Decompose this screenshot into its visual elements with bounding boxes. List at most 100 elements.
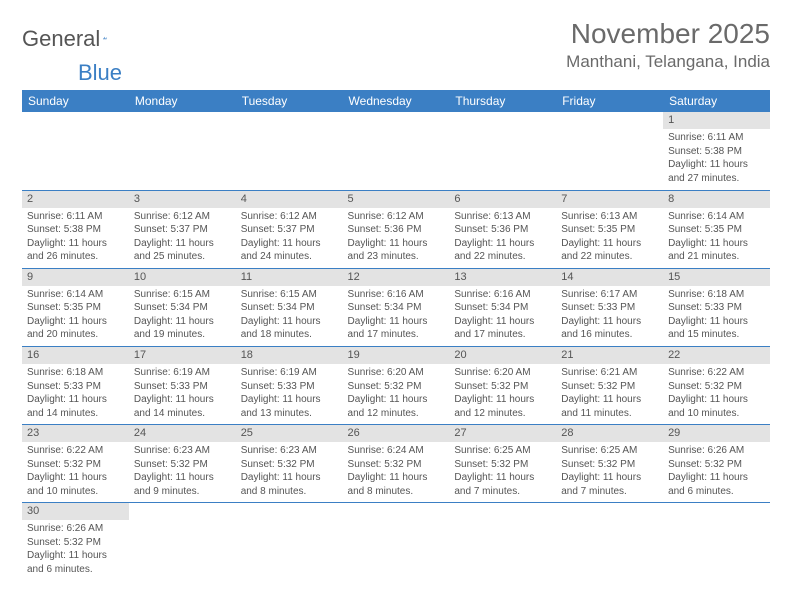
day-details: Sunrise: 6:14 AMSunset: 5:35 PMDaylight:… xyxy=(22,286,129,346)
sunrise-line: Sunrise: 6:12 AM xyxy=(134,210,231,224)
day-cell: 5Sunrise: 6:12 AMSunset: 5:36 PMDaylight… xyxy=(343,190,450,268)
daylight-line: Daylight: 11 hours and 15 minutes. xyxy=(668,315,765,342)
sunrise-line: Sunrise: 6:16 AM xyxy=(348,288,445,302)
sunset-line: Sunset: 5:32 PM xyxy=(134,458,231,472)
sunset-line: Sunset: 5:33 PM xyxy=(241,380,338,394)
empty-cell xyxy=(129,503,236,581)
day-cell: 3Sunrise: 6:12 AMSunset: 5:37 PMDaylight… xyxy=(129,190,236,268)
empty-cell xyxy=(449,112,556,190)
day-number: 23 xyxy=(22,425,129,442)
day-number: 30 xyxy=(22,503,129,520)
day-cell: 4Sunrise: 6:12 AMSunset: 5:37 PMDaylight… xyxy=(236,190,343,268)
logo-sail-icon xyxy=(103,30,107,46)
day-header: Wednesday xyxy=(343,90,450,112)
daylight-line: Daylight: 11 hours and 8 minutes. xyxy=(348,471,445,498)
day-details: Sunrise: 6:20 AMSunset: 5:32 PMDaylight:… xyxy=(343,364,450,424)
day-cell: 22Sunrise: 6:22 AMSunset: 5:32 PMDayligh… xyxy=(663,346,770,424)
day-details: Sunrise: 6:16 AMSunset: 5:34 PMDaylight:… xyxy=(449,286,556,346)
sunrise-line: Sunrise: 6:20 AM xyxy=(348,366,445,380)
day-cell: 28Sunrise: 6:25 AMSunset: 5:32 PMDayligh… xyxy=(556,425,663,503)
sunrise-line: Sunrise: 6:20 AM xyxy=(454,366,551,380)
sunrise-line: Sunrise: 6:22 AM xyxy=(668,366,765,380)
day-details: Sunrise: 6:15 AMSunset: 5:34 PMDaylight:… xyxy=(129,286,236,346)
day-details: Sunrise: 6:12 AMSunset: 5:37 PMDaylight:… xyxy=(129,208,236,268)
sunset-line: Sunset: 5:32 PM xyxy=(27,536,124,550)
day-details: Sunrise: 6:11 AMSunset: 5:38 PMDaylight:… xyxy=(663,129,770,189)
day-cell: 16Sunrise: 6:18 AMSunset: 5:33 PMDayligh… xyxy=(22,346,129,424)
day-details: Sunrise: 6:22 AMSunset: 5:32 PMDaylight:… xyxy=(663,364,770,424)
empty-cell xyxy=(236,112,343,190)
day-header: Tuesday xyxy=(236,90,343,112)
day-number: 6 xyxy=(449,191,556,208)
daylight-line: Daylight: 11 hours and 11 minutes. xyxy=(561,393,658,420)
day-number: 19 xyxy=(343,347,450,364)
day-number: 3 xyxy=(129,191,236,208)
daylight-line: Daylight: 11 hours and 16 minutes. xyxy=(561,315,658,342)
day-cell: 12Sunrise: 6:16 AMSunset: 5:34 PMDayligh… xyxy=(343,268,450,346)
day-details: Sunrise: 6:14 AMSunset: 5:35 PMDaylight:… xyxy=(663,208,770,268)
empty-cell xyxy=(449,503,556,581)
sunset-line: Sunset: 5:32 PM xyxy=(454,380,551,394)
day-number: 15 xyxy=(663,269,770,286)
day-details: Sunrise: 6:23 AMSunset: 5:32 PMDaylight:… xyxy=(129,442,236,502)
day-cell: 2Sunrise: 6:11 AMSunset: 5:38 PMDaylight… xyxy=(22,190,129,268)
daylight-line: Daylight: 11 hours and 25 minutes. xyxy=(134,237,231,264)
daylight-line: Daylight: 11 hours and 27 minutes. xyxy=(668,158,765,185)
sunrise-line: Sunrise: 6:13 AM xyxy=(454,210,551,224)
day-details: Sunrise: 6:24 AMSunset: 5:32 PMDaylight:… xyxy=(343,442,450,502)
logo: General xyxy=(22,18,125,52)
sunrise-line: Sunrise: 6:26 AM xyxy=(27,522,124,536)
sunset-line: Sunset: 5:37 PM xyxy=(241,223,338,237)
daylight-line: Daylight: 11 hours and 17 minutes. xyxy=(348,315,445,342)
day-number: 26 xyxy=(343,425,450,442)
sunset-line: Sunset: 5:35 PM xyxy=(668,223,765,237)
day-number: 27 xyxy=(449,425,556,442)
day-details: Sunrise: 6:18 AMSunset: 5:33 PMDaylight:… xyxy=(663,286,770,346)
daylight-line: Daylight: 11 hours and 9 minutes. xyxy=(134,471,231,498)
day-header: Thursday xyxy=(449,90,556,112)
day-number: 5 xyxy=(343,191,450,208)
sunset-line: Sunset: 5:32 PM xyxy=(241,458,338,472)
daylight-line: Daylight: 11 hours and 26 minutes. xyxy=(27,237,124,264)
sunrise-line: Sunrise: 6:15 AM xyxy=(241,288,338,302)
sunrise-line: Sunrise: 6:12 AM xyxy=(241,210,338,224)
day-cell: 19Sunrise: 6:20 AMSunset: 5:32 PMDayligh… xyxy=(343,346,450,424)
day-cell: 9Sunrise: 6:14 AMSunset: 5:35 PMDaylight… xyxy=(22,268,129,346)
sunset-line: Sunset: 5:32 PM xyxy=(348,380,445,394)
day-cell: 13Sunrise: 6:16 AMSunset: 5:34 PMDayligh… xyxy=(449,268,556,346)
day-number: 13 xyxy=(449,269,556,286)
day-details: Sunrise: 6:12 AMSunset: 5:37 PMDaylight:… xyxy=(236,208,343,268)
day-number: 18 xyxy=(236,347,343,364)
day-cell: 17Sunrise: 6:19 AMSunset: 5:33 PMDayligh… xyxy=(129,346,236,424)
sunrise-line: Sunrise: 6:19 AM xyxy=(134,366,231,380)
sunset-line: Sunset: 5:36 PM xyxy=(348,223,445,237)
day-details: Sunrise: 6:19 AMSunset: 5:33 PMDaylight:… xyxy=(236,364,343,424)
day-details: Sunrise: 6:23 AMSunset: 5:32 PMDaylight:… xyxy=(236,442,343,502)
sunrise-line: Sunrise: 6:11 AM xyxy=(27,210,124,224)
sunrise-line: Sunrise: 6:14 AM xyxy=(668,210,765,224)
day-number: 25 xyxy=(236,425,343,442)
day-number: 12 xyxy=(343,269,450,286)
day-cell: 14Sunrise: 6:17 AMSunset: 5:33 PMDayligh… xyxy=(556,268,663,346)
sunset-line: Sunset: 5:32 PM xyxy=(348,458,445,472)
calendar-body: 1Sunrise: 6:11 AMSunset: 5:38 PMDaylight… xyxy=(22,112,770,581)
month-title: November 2025 xyxy=(566,18,770,50)
daylight-line: Daylight: 11 hours and 18 minutes. xyxy=(241,315,338,342)
sunset-line: Sunset: 5:38 PM xyxy=(668,145,765,159)
sunrise-line: Sunrise: 6:25 AM xyxy=(561,444,658,458)
day-cell: 1Sunrise: 6:11 AMSunset: 5:38 PMDaylight… xyxy=(663,112,770,190)
sunrise-line: Sunrise: 6:14 AM xyxy=(27,288,124,302)
sunset-line: Sunset: 5:35 PM xyxy=(561,223,658,237)
empty-cell xyxy=(556,112,663,190)
day-details: Sunrise: 6:22 AMSunset: 5:32 PMDaylight:… xyxy=(22,442,129,502)
day-cell: 7Sunrise: 6:13 AMSunset: 5:35 PMDaylight… xyxy=(556,190,663,268)
sunset-line: Sunset: 5:32 PM xyxy=(561,458,658,472)
day-cell: 23Sunrise: 6:22 AMSunset: 5:32 PMDayligh… xyxy=(22,425,129,503)
day-cell: 15Sunrise: 6:18 AMSunset: 5:33 PMDayligh… xyxy=(663,268,770,346)
day-cell: 6Sunrise: 6:13 AMSunset: 5:36 PMDaylight… xyxy=(449,190,556,268)
day-number: 9 xyxy=(22,269,129,286)
daylight-line: Daylight: 11 hours and 7 minutes. xyxy=(561,471,658,498)
day-cell: 10Sunrise: 6:15 AMSunset: 5:34 PMDayligh… xyxy=(129,268,236,346)
sunrise-line: Sunrise: 6:15 AM xyxy=(134,288,231,302)
sunset-line: Sunset: 5:34 PM xyxy=(241,301,338,315)
